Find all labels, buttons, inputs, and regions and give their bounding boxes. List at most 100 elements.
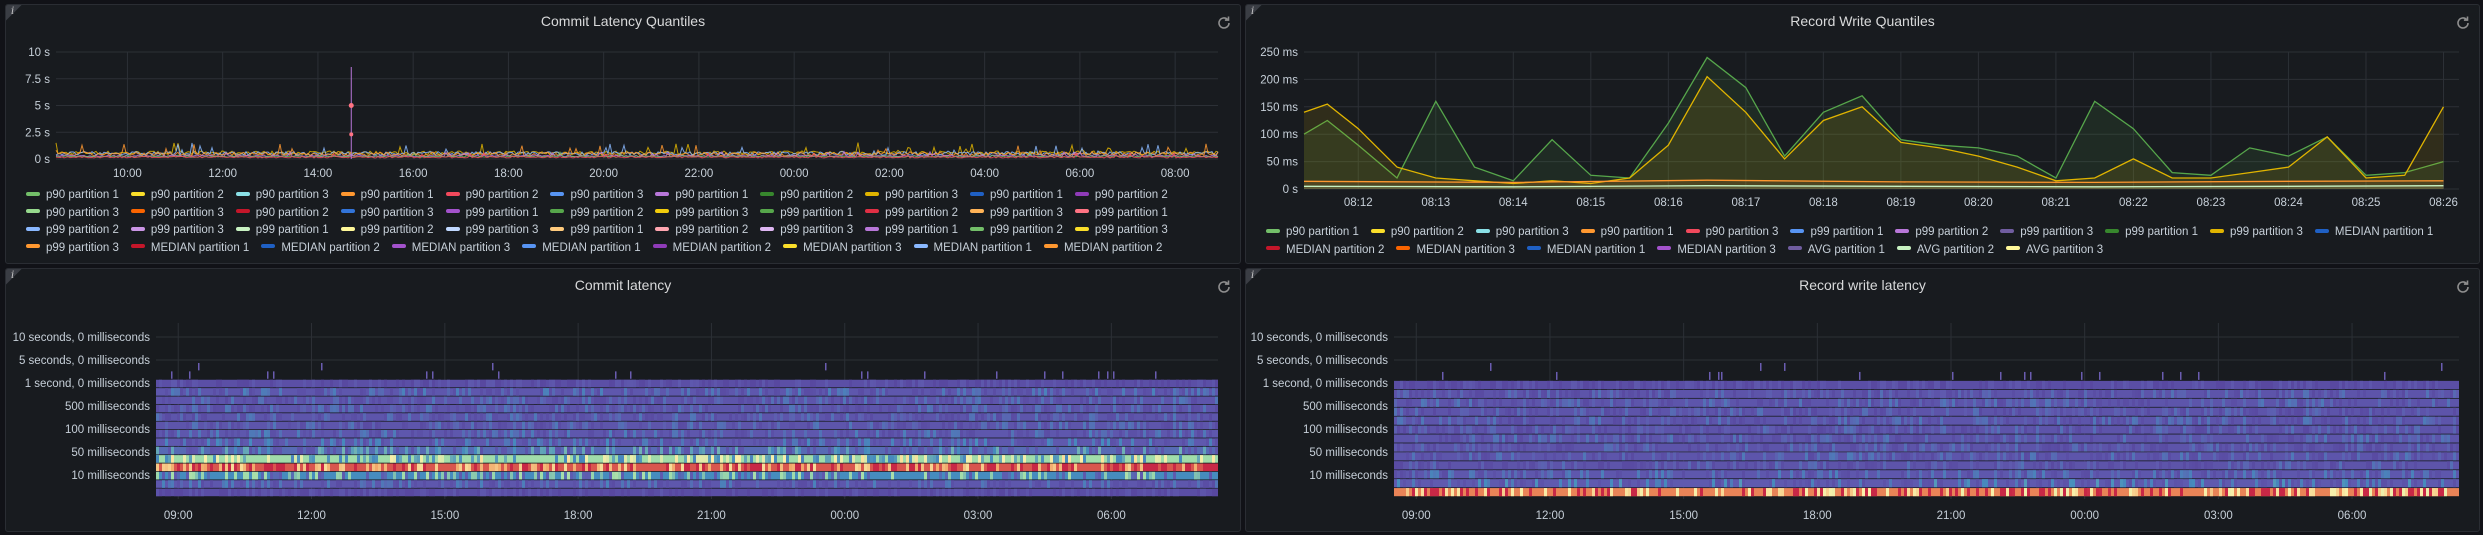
legend-item[interactable]: p90 partition 3 <box>130 205 224 223</box>
legend-swatch <box>340 191 355 196</box>
heatmap-cell <box>1134 421 1137 430</box>
heatmap-cell <box>2207 416 2210 425</box>
legend-item[interactable]: MEDIAN partition 2 <box>652 240 771 258</box>
legend-item[interactable]: p90 partition 1 <box>340 187 434 205</box>
legend-item[interactable]: p99 partition 3 <box>760 222 853 240</box>
legend-item[interactable]: p99 partition 2 <box>970 222 1063 240</box>
legend-item[interactable]: MEDIAN partition 1 <box>913 240 1032 258</box>
heatmap-cell <box>945 480 948 488</box>
legend-item[interactable]: AVG partition 2 <box>1896 242 1994 260</box>
heatmap-cell <box>399 413 402 421</box>
heatmap-cell <box>255 471 258 480</box>
legend-item[interactable]: p90 partition 1 <box>655 187 748 205</box>
heatmap-cell <box>1071 379 1074 388</box>
legend-item[interactable]: MEDIAN partition 3 <box>287 257 405 259</box>
legend-item[interactable]: MEDIAN partition 2 <box>1266 242 1384 260</box>
legend-item[interactable]: p90 partition 3 <box>550 187 643 205</box>
heatmap-cell <box>2306 380 2309 389</box>
heatmap-cell <box>1967 389 1970 398</box>
heatmap-cell <box>2300 416 2303 425</box>
legend-item[interactable]: MEDIAN partition 1 <box>2314 224 2433 242</box>
heatmap-cell <box>579 388 582 396</box>
legend-item[interactable]: p99 partition 3 <box>970 205 1063 223</box>
heatmap-cell <box>465 404 468 413</box>
legend-item[interactable]: p90 partition 3 <box>235 187 329 205</box>
info-icon[interactable]: i <box>6 5 28 27</box>
legend-item[interactable]: p99 partition 1 <box>550 222 643 240</box>
legend-item[interactable]: p99 partition 3 <box>2210 224 2303 242</box>
heatmap-cell <box>2081 389 2084 398</box>
legend-item[interactable]: p90 partition 2 <box>130 187 224 205</box>
heatmap-cell <box>1640 425 1643 434</box>
heatmap-cell <box>213 388 216 396</box>
legend-item[interactable]: p99 partition 3 <box>2000 224 2093 242</box>
heatmap-cell <box>1676 452 1679 461</box>
legend-item[interactable]: p99 partition 3 <box>655 205 748 223</box>
legend-item[interactable]: p99 partition 1 <box>1790 224 1883 242</box>
legend-item[interactable]: p90 partition 2 <box>445 187 538 205</box>
heatmap-cell <box>1652 398 1655 407</box>
heatmap-cell <box>1152 463 1155 472</box>
heatmap-cell <box>660 455 663 463</box>
legend-item[interactable]: AVG partition 1 <box>1787 242 1885 260</box>
legend-item[interactable]: MEDIAN partition 2 <box>261 240 380 258</box>
legend-item[interactable]: p99 partition 2 <box>340 222 434 240</box>
legend-item[interactable]: p99 partition 1 <box>1074 205 1168 223</box>
legend-item[interactable]: p90 partition 3 <box>865 187 958 205</box>
legend-item[interactable]: p90 partition 2 <box>760 187 853 205</box>
heatmap-cell <box>2312 416 2315 425</box>
legend-item[interactable]: MEDIAN partition 3 <box>391 240 510 258</box>
x-tick-label: 16:00 <box>399 168 428 180</box>
legend-item[interactable]: p90 partition 2 <box>235 205 329 223</box>
legend-item[interactable]: MEDIAN partition 3 <box>1657 242 1776 260</box>
legend-item[interactable]: p90 partition 1 <box>26 187 119 205</box>
legend-item[interactable]: p99 partition 1 <box>445 205 538 223</box>
heatmap-cell <box>1454 398 1457 407</box>
legend-item[interactable]: MEDIAN partition 1 <box>1526 242 1645 260</box>
refresh-icon[interactable] <box>2455 15 2471 31</box>
legend-item[interactable]: p99 partition 3 <box>26 240 119 258</box>
legend-item[interactable]: MEDIAN partition 2 <box>548 257 666 259</box>
legend-item[interactable]: MEDIAN partition 3 <box>417 257 535 259</box>
legend-item[interactable]: MEDIAN partition 2 <box>1043 240 1162 258</box>
info-icon[interactable]: i <box>1246 5 1268 27</box>
legend-item[interactable]: MEDIAN partition 3 <box>783 240 902 258</box>
heatmap-cell <box>246 388 249 396</box>
refresh-icon[interactable] <box>1216 279 1232 295</box>
legend-item[interactable]: MEDIAN partition 3 <box>26 257 144 259</box>
refresh-icon[interactable] <box>2455 279 2471 295</box>
legend-item[interactable]: AVG partition 3 <box>2006 242 2103 260</box>
legend-item[interactable]: p90 partition 1 <box>1580 224 1674 242</box>
legend-item[interactable]: p99 partition 1 <box>760 205 853 223</box>
legend-item[interactable]: MEDIAN partition 1 <box>156 257 274 259</box>
legend-item[interactable]: p99 partition 1 <box>2105 224 2198 242</box>
legend-item[interactable]: MEDIAN partition 1 <box>130 240 249 258</box>
legend-item[interactable]: p99 partition 3 <box>130 222 224 240</box>
info-icon[interactable]: i <box>1246 269 1268 291</box>
heatmap-cell <box>819 388 822 396</box>
legend-item[interactable]: p99 partition 1 <box>235 222 329 240</box>
legend-item[interactable]: p99 partition 2 <box>550 205 643 223</box>
legend-item[interactable]: p90 partition 3 <box>26 205 119 223</box>
legend-item[interactable]: p90 partition 3 <box>1475 224 1569 242</box>
heatmap-cell <box>2159 416 2162 425</box>
legend-item[interactable]: MEDIAN partition 3 <box>1396 242 1515 260</box>
legend-item[interactable]: p99 partition 1 <box>865 222 958 240</box>
heatmap-cell <box>1781 389 1784 398</box>
legend-item[interactable]: p90 partition 2 <box>1074 187 1168 205</box>
legend-item[interactable]: MEDIAN partition 1 <box>522 240 641 258</box>
legend-item[interactable]: p99 partition 2 <box>655 222 748 240</box>
legend-item[interactable]: p90 partition 1 <box>1266 224 1359 242</box>
legend-item[interactable]: p90 partition 3 <box>1685 224 1778 242</box>
legend-item[interactable]: p99 partition 2 <box>865 205 958 223</box>
legend-item[interactable]: p99 partition 2 <box>26 222 119 240</box>
legend-item[interactable]: p99 partition 2 <box>1895 224 1988 242</box>
refresh-icon[interactable] <box>1216 15 1232 31</box>
heatmap-cell <box>1994 434 1997 443</box>
info-icon[interactable]: i <box>6 269 28 291</box>
legend-item[interactable]: p90 partition 3 <box>340 205 434 223</box>
legend-item[interactable]: p99 partition 3 <box>445 222 538 240</box>
legend-item[interactable]: p90 partition 2 <box>1370 224 1464 242</box>
legend-item[interactable]: p90 partition 1 <box>970 187 1063 205</box>
legend-item[interactable]: p99 partition 3 <box>1074 222 1168 240</box>
